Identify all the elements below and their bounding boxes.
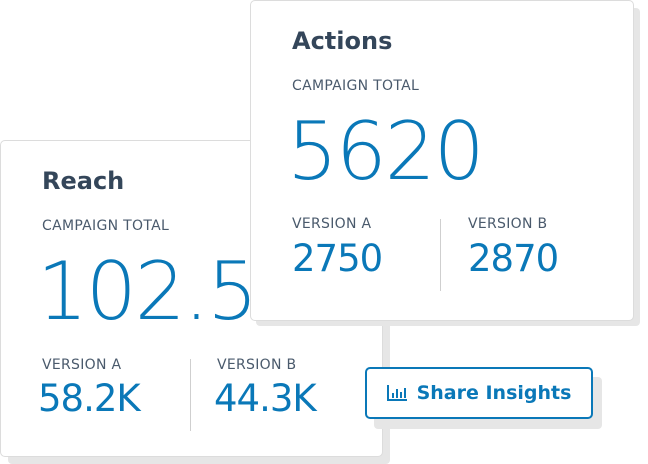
actions-divider (440, 219, 441, 291)
share-insights-label: Share Insights (416, 382, 572, 404)
reach-title: Reach (42, 167, 125, 195)
actions-card: Actions CAMPAIGN TOTAL 5620 VERSION A 27… (250, 0, 634, 321)
reach-divider (190, 359, 191, 431)
reach-version-a-value: 58.2K (38, 377, 141, 420)
reach-version-a-label: VERSION A (42, 357, 122, 373)
actions-version-b-value: 2870 (468, 237, 559, 280)
actions-total-label: CAMPAIGN TOTAL (292, 78, 420, 94)
reach-version-b-value: 44.3K (214, 377, 317, 420)
actions-total-value: 5620 (287, 105, 485, 198)
actions-version-a-label: VERSION A (292, 216, 372, 232)
bar-chart-icon (386, 385, 407, 401)
reach-total-label: CAMPAIGN TOTAL (42, 218, 170, 234)
reach-version-b-label: VERSION B (217, 357, 297, 373)
actions-version-a-value: 2750 (292, 237, 383, 280)
actions-title: Actions (292, 27, 393, 55)
share-insights-button[interactable]: Share Insights (365, 367, 593, 419)
actions-version-b-label: VERSION B (468, 216, 548, 232)
